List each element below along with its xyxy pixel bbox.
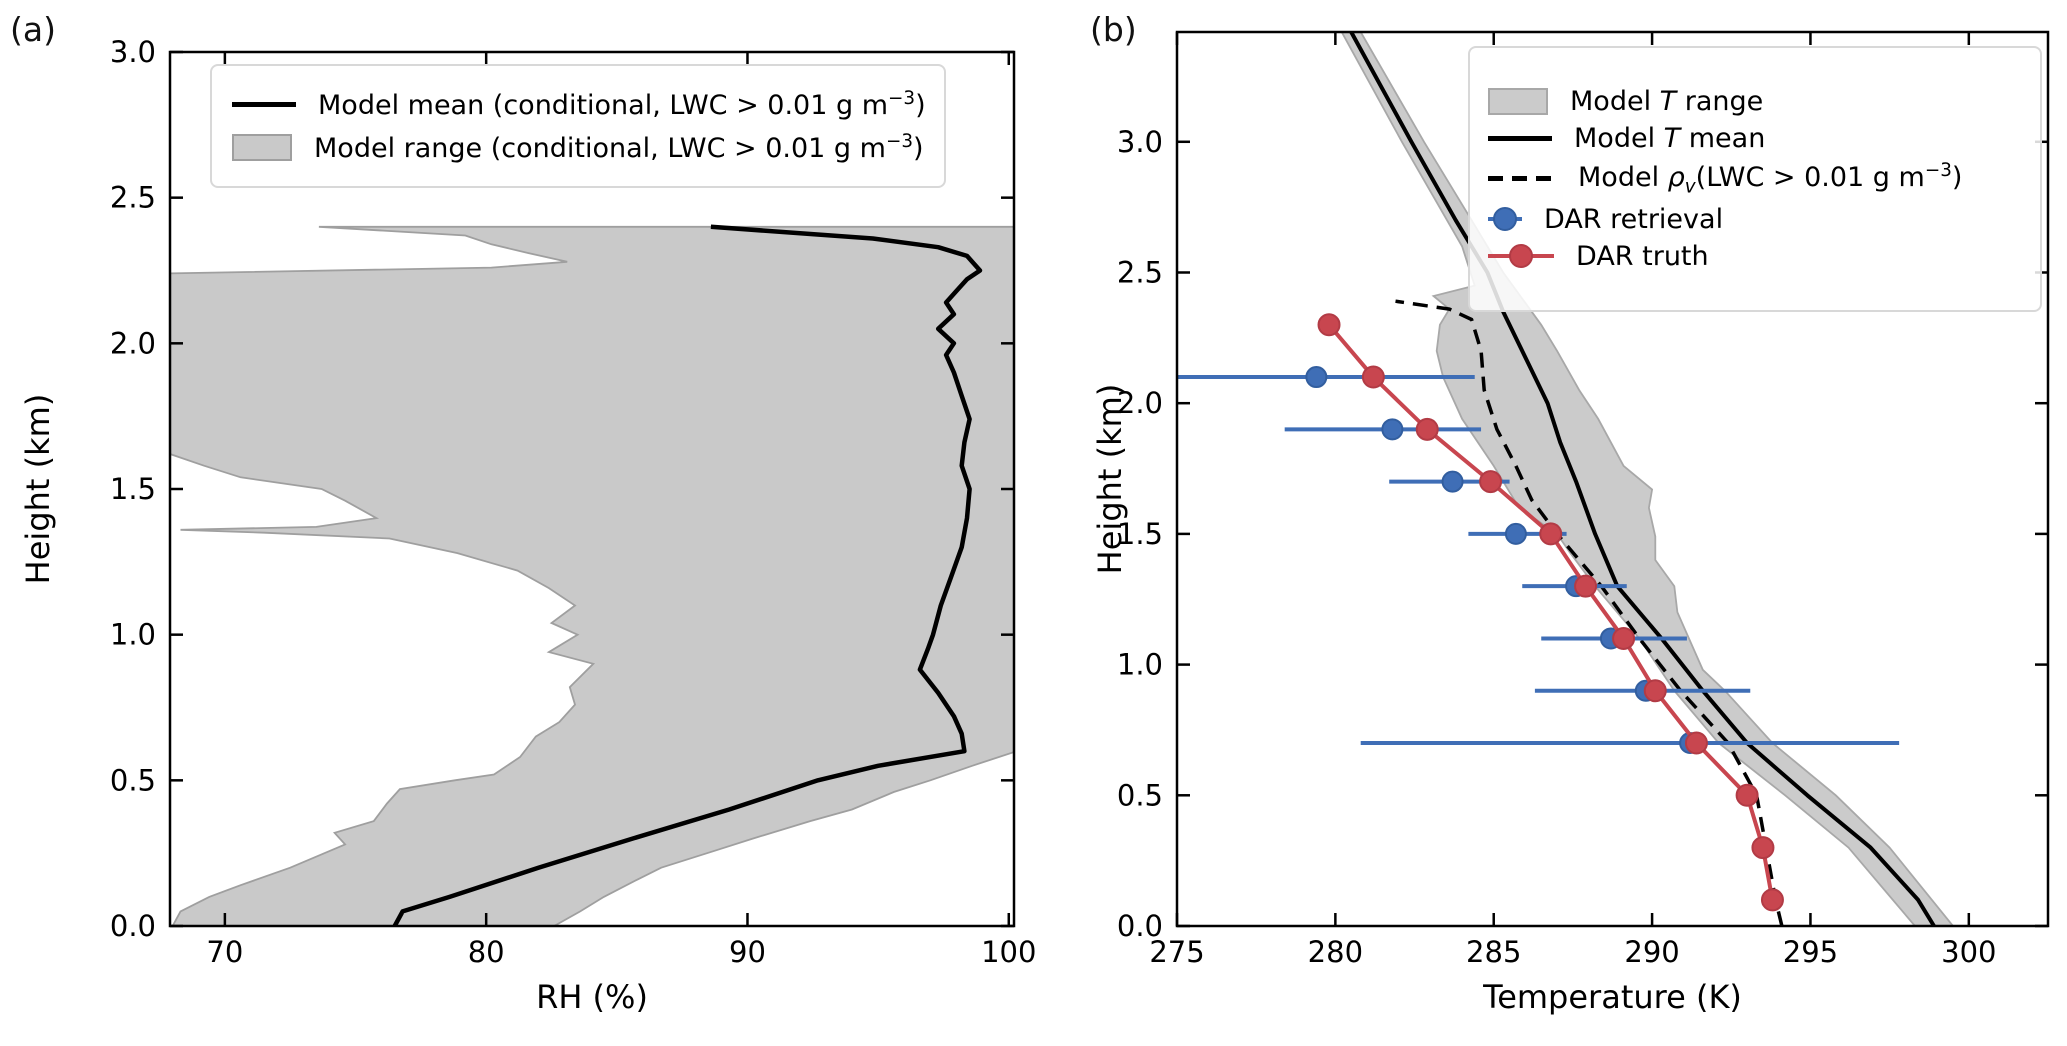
- model-range-patch-sample: [232, 134, 292, 161]
- panel-b-xaxis-title: Temperature (K): [1483, 978, 1742, 1016]
- data-point-marker: [1643, 679, 1667, 703]
- data-point-marker: [1684, 731, 1708, 755]
- legend-label: DAR truth: [1576, 240, 1709, 272]
- data-point-marker: [1361, 365, 1385, 389]
- panel-a-xaxis-title: RH (%): [536, 978, 648, 1016]
- panel-b-yaxis-title: Height (km): [1091, 383, 1129, 575]
- data-point-marker: [1479, 470, 1503, 494]
- x-tick-label: 295: [1783, 935, 1838, 969]
- panel-a-tick-labels: 70 80 90 100 0.0 0.5 1.0 1.5 2.0 2.5 3.0: [110, 35, 1037, 969]
- dar-retrieval-marker-sample: [1488, 217, 1522, 222]
- legend-item-model-T-mean: Model T mean: [1488, 123, 2022, 154]
- x-tick-label: 280: [1308, 935, 1363, 969]
- legend-item-model-rho-v: Model ρv(LWC > 0.01 g m−3): [1488, 160, 2022, 198]
- panel-b-model-T-range-band: [1340, 32, 1955, 926]
- y-tick-label: 0.0: [110, 909, 156, 943]
- legend-item-dar-truth: DAR truth: [1488, 241, 2022, 272]
- legend-label: Model ρv(LWC > 0.01 g m−3): [1578, 160, 1963, 198]
- data-point-marker: [1381, 418, 1404, 441]
- x-tick-label: 285: [1466, 935, 1521, 969]
- legend-item-dar-retrieval: DAR retrieval: [1488, 204, 2022, 235]
- panel-a-ticks: [170, 50, 1014, 928]
- panel-b-legend: Model T range Model T mean Model ρv(LWC …: [1468, 46, 2042, 312]
- model-mean-line-sample: [232, 102, 296, 107]
- data-point-marker: [1415, 417, 1439, 441]
- legend-item-model-range: Model range (conditional, LWC > 0.01 g m…: [232, 131, 924, 164]
- y-tick-label: 2.0: [110, 326, 156, 360]
- y-tick-label: 3.0: [110, 35, 156, 69]
- x-tick-label: 80: [468, 935, 505, 969]
- panel-b-ticks: [1175, 32, 2048, 928]
- panel-b-tick-labels: 275 280 285 290 295 300 0.0 0.5 1.0 1.5 2.0 2.5 3.0: [1117, 125, 1997, 969]
- legend-label: DAR retrieval: [1544, 203, 1724, 235]
- panel-a-label: (a): [10, 10, 56, 49]
- data-point-marker: [1760, 888, 1784, 912]
- model-rho-v-dash-sample: [1488, 176, 1556, 182]
- panel-a-yaxis-title: Height (km): [19, 393, 57, 585]
- legend-label: Model T mean: [1574, 123, 1766, 155]
- data-point-marker: [1751, 836, 1775, 860]
- y-tick-label: 2.5: [110, 181, 156, 215]
- panel-a-model-range-band: [170, 225, 1014, 926]
- data-point-marker: [1317, 313, 1341, 337]
- x-tick-label: 90: [729, 935, 766, 969]
- panel-a-legend: Model mean (conditional, LWC > 0.01 g m−…: [210, 64, 946, 188]
- y-tick-label: 0.5: [1117, 778, 1163, 812]
- y-tick-label: 0.0: [1117, 909, 1163, 943]
- y-tick-label: 0.5: [110, 763, 156, 797]
- legend-item-model-T-range: Model T range: [1488, 86, 2022, 117]
- panel-a-model-mean-line: [392, 224, 983, 926]
- x-tick-label: 275: [1149, 935, 1204, 969]
- model-T-mean-line-sample: [1488, 136, 1552, 142]
- data-point-marker: [1539, 522, 1563, 546]
- panel-b: 275 280 285 290 295 300 0.0 0.5 1.0 1.5 2.0 2.5 3.0: [1117, 30, 2050, 969]
- y-tick-label: 1.0: [1117, 648, 1163, 682]
- panel-a: 70 80 90 100 0.0 0.5 1.0 1.5 2.0 2.5 3.0: [110, 35, 1037, 969]
- y-tick-label: 1.5: [1117, 517, 1163, 551]
- data-point-marker: [1305, 366, 1328, 389]
- x-tick-label: 300: [1941, 935, 1996, 969]
- x-tick-label: 70: [206, 935, 243, 969]
- y-tick-label: 3.0: [1117, 125, 1163, 159]
- x-tick-label: 100: [981, 935, 1036, 969]
- data-point-marker: [1574, 574, 1598, 598]
- legend-label: Model range (conditional, LWC > 0.01 g m…: [314, 131, 924, 164]
- data-point-marker: [1735, 783, 1759, 807]
- legend-label: Model T range: [1570, 86, 1764, 118]
- panel-b-frame: [1175, 30, 2050, 928]
- dar-truth-marker-sample: [1488, 254, 1554, 259]
- y-tick-label: 1.0: [110, 618, 156, 652]
- data-point-marker: [1504, 522, 1527, 545]
- legend-item-model-mean: Model mean (conditional, LWC > 0.01 g m−…: [232, 88, 926, 121]
- legend-label: Model mean (conditional, LWC > 0.01 g m−…: [318, 88, 926, 121]
- data-point-marker: [1612, 626, 1636, 650]
- panel-b-label: (b): [1090, 10, 1137, 49]
- y-tick-label: 2.5: [1117, 255, 1163, 289]
- x-tick-label: 290: [1624, 935, 1679, 969]
- y-tick-label: 1.5: [110, 472, 156, 506]
- y-tick-label: 2.0: [1117, 386, 1163, 420]
- panel-b-dar-truth: [1317, 313, 1784, 912]
- data-point-marker: [1441, 470, 1464, 493]
- model-T-range-patch-sample: [1488, 88, 1548, 116]
